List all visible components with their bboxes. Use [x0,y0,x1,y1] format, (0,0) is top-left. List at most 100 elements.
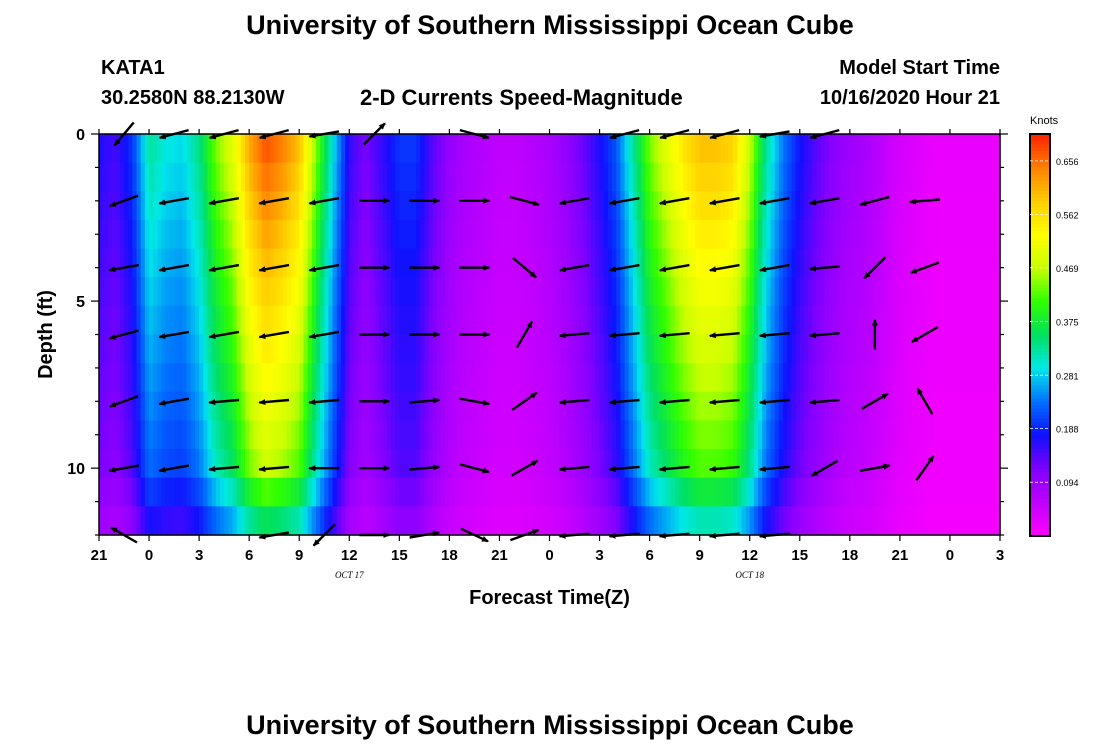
heatmap-cell [532,477,538,507]
colorbar-segment [1030,395,1050,400]
heatmap-cell [954,420,959,450]
current-vector [708,197,740,206]
heatmap-cell [370,134,375,164]
heatmap-cell [128,305,133,336]
heatmap-cell [879,363,884,393]
heatmap-cell [136,305,142,336]
heatmap-cell [632,363,638,393]
heatmap-cell [507,477,513,507]
heatmap-cell [219,449,225,479]
heatmap-cell [899,477,905,507]
heatmap-cell [149,391,154,422]
heatmap-cell [320,134,325,164]
heatmap-cell [357,506,363,536]
heatmap-cell [691,134,697,164]
heatmap-cell [403,248,409,278]
heatmap-cell [340,248,346,278]
heatmap-cell [591,134,596,164]
colorbar-segment [1030,331,1050,336]
colorbar [1030,134,1050,537]
heatmap-cell [870,219,876,250]
heatmap-cell [169,420,175,450]
heatmap-cell [228,162,234,192]
heatmap-cell [641,391,647,422]
heatmap-cell [682,477,688,507]
heatmap-cell [607,449,613,479]
heatmap-cell [774,363,780,393]
heatmap-cell [703,363,709,393]
colorbar-segment [1030,278,1050,282]
heatmap-cell [203,449,209,479]
heatmap-cell [441,477,446,507]
heatmap-cell [645,506,651,536]
heatmap-cell [128,191,133,221]
heatmap-cell [474,277,480,307]
heatmap-cell [232,248,238,278]
heatmap-cell [966,162,972,192]
heatmap-cell [787,191,793,221]
heatmap-cell [587,363,592,393]
current-vector [510,459,539,477]
heatmap-cell [820,134,826,164]
current-vector [511,391,538,411]
heatmap-cell [416,219,421,250]
heatmap-cell [536,219,542,250]
heatmap-cell [336,305,342,336]
heatmap-cell [795,334,801,364]
heatmap-cell [169,219,175,250]
current-vector [558,465,590,472]
colorbar-segment [1030,140,1050,145]
heatmap-cell [516,219,521,250]
heatmap-cell [328,391,334,422]
heatmap-cell [445,191,450,221]
heatmap-cell [954,363,959,393]
heatmap-cell [111,420,117,450]
heatmap-cell [474,162,480,192]
heatmap-cell [603,219,609,250]
heatmap-cell [228,449,234,479]
heatmap-cell [783,277,788,307]
heatmap-cell [712,305,717,336]
heatmap-cell [791,506,797,536]
heatmap-cell [945,506,951,536]
heatmap-cell [682,219,688,250]
heatmap-cell [199,449,204,479]
heatmap-cell [749,277,755,307]
heatmap-cell [224,277,229,307]
heatmap-cell [153,334,158,364]
heatmap-cell [770,334,776,364]
heatmap-cell [161,363,167,393]
heatmap-cell [549,191,555,221]
heatmap-cell [374,219,380,250]
heatmap-cell [833,162,838,192]
heatmap-cell [916,305,922,336]
heatmap-cell [795,420,801,450]
heatmap-cell [224,391,229,422]
heatmap-cell [695,391,701,422]
x-tick-label: 3 [996,547,1004,564]
heatmap-cell [232,162,238,192]
heatmap-cell [516,506,521,536]
heatmap-cell [449,477,455,507]
heatmap-cell [653,248,659,278]
colorbar-segment [1030,368,1050,373]
heatmap-cell [345,363,350,393]
heatmap-cell [682,248,688,278]
colorbar-segment [1030,495,1050,500]
heatmap-cell [908,162,913,192]
heatmap-cell [828,506,834,536]
heatmap-cell [328,162,334,192]
heatmap-cell [541,506,546,536]
heatmap-cell [728,134,734,164]
heatmap-cell [870,449,876,479]
heatmap-cell [929,334,934,364]
heatmap-cell [737,219,742,250]
heatmap-cell [595,134,601,164]
heatmap-cell [958,363,964,393]
heatmap-cell [486,477,492,507]
heatmap-cell [169,391,175,422]
heatmap-cell [132,277,138,307]
colorbar-segment [1030,311,1050,316]
heatmap-cell [232,219,238,250]
heatmap-cell [395,391,400,422]
